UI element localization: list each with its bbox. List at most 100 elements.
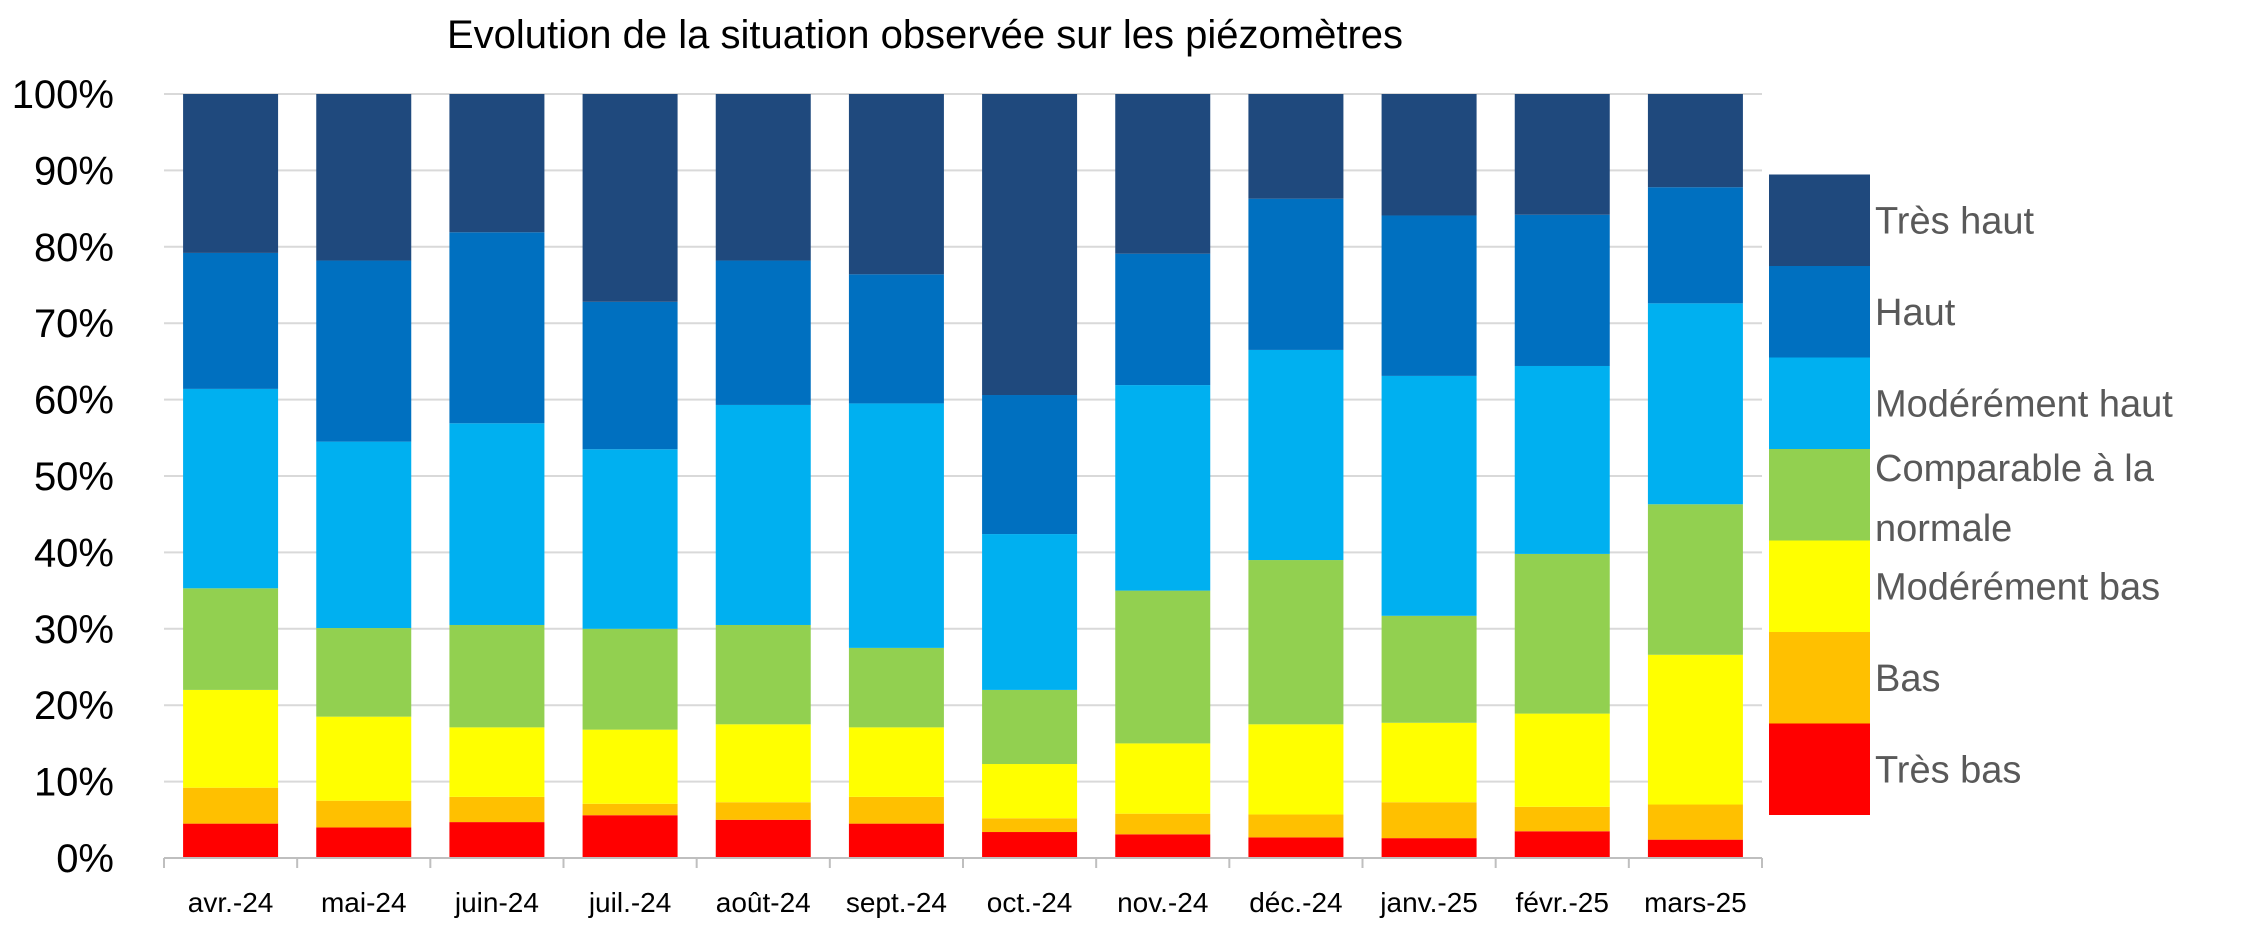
bar-segment	[316, 94, 412, 261]
legend-swatch	[1769, 449, 1870, 541]
bar-segment	[848, 823, 944, 858]
bar-segment	[316, 800, 412, 828]
legend-label: Bas	[1875, 658, 1940, 700]
legend-swatch	[1769, 540, 1870, 632]
x-tick-label: avr.-24	[188, 887, 274, 918]
x-tick-label: mars-25	[1644, 887, 1747, 918]
legend-swatch	[1769, 357, 1870, 449]
bar-segment	[1381, 838, 1477, 858]
bar-segment	[183, 388, 279, 589]
y-tick-label: 10%	[34, 761, 114, 805]
x-tick-label: mai-24	[321, 887, 407, 918]
bar-segment	[1647, 187, 1743, 304]
bar-segment	[1248, 837, 1344, 858]
x-tick-label: févr.-25	[1516, 887, 1609, 918]
bar-segment	[715, 260, 811, 405]
x-tick-label: déc.-24	[1249, 887, 1342, 918]
bar-segment	[715, 624, 811, 725]
bar-segment	[848, 94, 944, 275]
bar-segment	[316, 441, 412, 629]
bar-segment	[715, 404, 811, 625]
bar-segment	[982, 689, 1078, 765]
y-tick-label: 60%	[34, 379, 114, 423]
x-axis: avr.-24 mai-24 juin-24 juil.-24 août-24 sept.…	[163, 857, 1763, 918]
bar-segment	[1248, 349, 1344, 561]
legend-swatch	[1769, 632, 1870, 724]
bar-segment	[582, 449, 678, 629]
bar-segment	[183, 787, 279, 824]
bar-segment	[1514, 806, 1610, 832]
bar-segment	[316, 628, 412, 717]
bar-segment	[715, 819, 811, 858]
bar-segment	[449, 822, 545, 858]
y-tick-label: 30%	[34, 608, 114, 652]
bar-segment	[582, 628, 678, 730]
bar-segment	[1115, 385, 1211, 591]
bar-segment	[1647, 303, 1743, 505]
y-tick-label: 90%	[34, 149, 114, 193]
chart-title: Evolution de la situation observée sur l…	[447, 13, 1403, 57]
bar-segment	[715, 724, 811, 803]
bar-segment	[1647, 654, 1743, 805]
bar-segment	[1381, 94, 1477, 216]
legend: Très bas Bas Modérément bas Comparable à la…	[1769, 174, 2173, 815]
bar-segment	[1647, 504, 1743, 655]
bar-segment	[848, 796, 944, 824]
bar-segment	[1381, 615, 1477, 723]
bar-segment	[582, 815, 678, 858]
x-tick-label: août-24	[716, 887, 811, 918]
bar-segment	[982, 818, 1078, 833]
bar-segment	[1115, 590, 1211, 744]
bar-segment	[1514, 553, 1610, 714]
legend-label: Haut	[1875, 292, 1956, 334]
bar-segment	[449, 624, 545, 728]
bar-segment	[848, 403, 944, 648]
bar-segment	[1514, 365, 1610, 554]
bar-segment	[183, 94, 279, 253]
y-tick-label: 80%	[34, 226, 114, 270]
bar-segment	[183, 823, 279, 858]
bar-segment	[1115, 94, 1211, 254]
bar-segment	[183, 689, 279, 788]
bar-segment	[582, 301, 678, 450]
y-tick-label: 0%	[56, 837, 114, 881]
bar-segment	[1248, 814, 1344, 838]
bar-segment	[1115, 834, 1211, 858]
bar-segment	[982, 832, 1078, 858]
bar-segment	[449, 423, 545, 625]
legend-swatch	[1769, 266, 1870, 358]
bar-segment	[1115, 813, 1211, 835]
y-tick-label: 70%	[34, 302, 114, 346]
bar-segment	[715, 802, 811, 820]
x-tick-label: nov.-24	[1117, 887, 1208, 918]
bar-segment	[1381, 802, 1477, 839]
x-tick-label: juil.-24	[588, 887, 671, 918]
y-tick-label: 50%	[34, 455, 114, 499]
bar-segment	[848, 727, 944, 797]
bar-segment	[1248, 724, 1344, 815]
bar-segment	[1514, 713, 1610, 807]
bar-segment	[1647, 804, 1743, 840]
legend-label: Comparable à la normale	[1875, 448, 2155, 550]
bar-segment	[982, 395, 1078, 535]
bar-segment	[449, 94, 545, 233]
bar-segment	[316, 827, 412, 858]
bar-segment	[982, 764, 1078, 819]
bar-segment	[1381, 215, 1477, 376]
bar-segment	[982, 94, 1078, 396]
bar-segment	[1514, 94, 1610, 215]
bar-segment	[582, 803, 678, 816]
bar-segment	[715, 94, 811, 261]
y-axis-ticks: 0% 10% 20% 30% 40% 50% 60% 70% 80% 90% 100%	[12, 73, 114, 881]
bars	[183, 94, 1743, 858]
bar-segment	[183, 252, 279, 389]
legend-swatch	[1769, 174, 1870, 266]
bar-segment	[1381, 375, 1477, 616]
legend-label: Très haut	[1875, 200, 2035, 242]
bar-segment	[1647, 839, 1743, 858]
x-tick-label: janv.-25	[1379, 887, 1478, 918]
legend-label: Très bas	[1875, 749, 2021, 791]
bar-segment	[582, 94, 678, 302]
x-tick-label: juin-24	[454, 887, 539, 918]
